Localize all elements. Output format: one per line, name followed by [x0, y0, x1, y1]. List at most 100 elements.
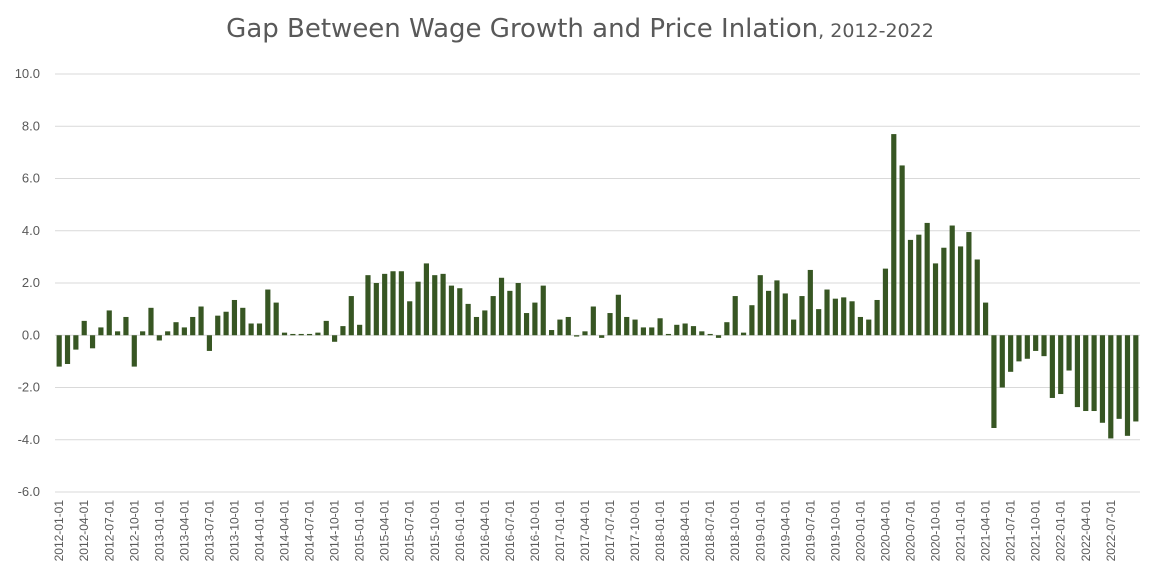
- x-tick-label: 2016-04-01: [478, 500, 492, 562]
- x-tick-label: 2017-10-01: [628, 500, 642, 562]
- y-tick-label: 0.0: [22, 327, 40, 342]
- chart-title-subtitle: , 2012-2022: [818, 20, 934, 42]
- x-tick-label: 2021-04-01: [979, 500, 993, 562]
- x-tick-label: 2022-04-01: [1079, 500, 1093, 562]
- bar: [532, 302, 538, 336]
- bar: [482, 310, 488, 336]
- x-tick-label: 2019-07-01: [803, 500, 817, 562]
- bar: [665, 333, 672, 336]
- bar: [123, 316, 129, 336]
- x-tick-label: 2013-10-01: [227, 500, 241, 562]
- bar: [507, 290, 513, 336]
- bar: [515, 283, 521, 336]
- bar: [857, 316, 863, 336]
- bar: [941, 247, 947, 336]
- bar: [657, 318, 663, 336]
- bar: [715, 335, 722, 338]
- bar: [916, 234, 922, 336]
- x-tick-label: 2018-07-01: [703, 500, 717, 562]
- bar: [298, 333, 304, 336]
- bar: [373, 283, 379, 336]
- x-tick-label: 2021-07-01: [1004, 500, 1018, 562]
- bar: [323, 320, 329, 336]
- bar: [1041, 335, 1047, 357]
- bar: [248, 323, 254, 336]
- bar: [181, 327, 187, 336]
- bar: [983, 302, 989, 336]
- bar: [106, 310, 112, 336]
- bar: [1099, 335, 1106, 423]
- bar: [223, 311, 229, 336]
- bars: [56, 134, 1139, 439]
- bar: [365, 275, 371, 336]
- x-tick-label: 2017-01-01: [553, 500, 567, 562]
- bar: [690, 326, 697, 336]
- x-tick-label: 2020-07-01: [903, 500, 917, 562]
- bar: [740, 332, 747, 336]
- bar: [1024, 335, 1030, 359]
- x-tick-label: 2013-01-01: [152, 500, 166, 562]
- x-tick-label: 2013-07-01: [202, 500, 216, 562]
- y-tick-label: 8.0: [22, 118, 40, 133]
- x-tick-label: 2016-10-01: [528, 500, 542, 562]
- bar: [1049, 335, 1055, 398]
- bar: [340, 326, 346, 336]
- y-tick-label: 2.0: [22, 275, 40, 290]
- x-tick-label: 2020-10-01: [929, 500, 943, 562]
- y-tick-label: 6.0: [22, 171, 40, 186]
- x-tick-label: 2016-07-01: [503, 500, 517, 562]
- x-tick-label: 2013-04-01: [177, 500, 191, 562]
- bar: [816, 309, 822, 336]
- bar: [156, 335, 162, 341]
- bar: [190, 316, 196, 336]
- bar: [866, 319, 872, 336]
- chart-title: Gap Between Wage Growth and Price Inlati…: [0, 14, 1160, 44]
- bar: [140, 331, 146, 336]
- bar: [849, 301, 855, 336]
- bar: [565, 316, 571, 336]
- x-tick-label: 2020-01-01: [853, 500, 867, 562]
- x-tick-label: 2015-10-01: [428, 500, 442, 562]
- bar: [240, 307, 246, 336]
- y-tick-label: 10.0: [15, 66, 40, 81]
- bar: [582, 331, 588, 336]
- bar: [165, 331, 171, 336]
- x-tick-label: 2014-01-01: [252, 500, 266, 562]
- bar: [281, 332, 288, 336]
- bar: [290, 333, 296, 336]
- bar: [882, 268, 889, 336]
- bar: [382, 273, 388, 336]
- bar: [56, 335, 62, 367]
- bar: [440, 273, 446, 336]
- bar: [991, 335, 997, 428]
- bar: [1083, 335, 1089, 412]
- bar: [115, 331, 121, 336]
- bar: [549, 330, 555, 336]
- bar: [824, 289, 830, 336]
- bar: [1108, 335, 1114, 439]
- x-tick-label: 2018-10-01: [728, 500, 742, 562]
- bar: [265, 289, 271, 336]
- bar: [198, 306, 204, 336]
- x-tick-label: 2022-07-01: [1104, 500, 1118, 562]
- bar: [1066, 335, 1072, 371]
- bar: [73, 335, 79, 350]
- x-tick-label: 2012-07-01: [102, 500, 116, 562]
- x-tick-label: 2018-01-01: [653, 500, 667, 562]
- bar: [624, 316, 630, 336]
- bar: [465, 303, 471, 336]
- bar: [724, 322, 730, 336]
- bar: [607, 313, 613, 336]
- bar: [498, 277, 505, 336]
- x-tick-label: 2021-10-01: [1029, 500, 1043, 562]
- bar: [1091, 335, 1097, 412]
- bar: [682, 323, 688, 336]
- bar: [732, 296, 738, 336]
- bar: [1116, 335, 1122, 419]
- bar: [1133, 335, 1139, 422]
- x-tick-label: 2014-04-01: [278, 500, 292, 562]
- bar: [1074, 335, 1080, 408]
- x-tick-label: 2017-07-01: [603, 500, 617, 562]
- bar: [98, 327, 104, 336]
